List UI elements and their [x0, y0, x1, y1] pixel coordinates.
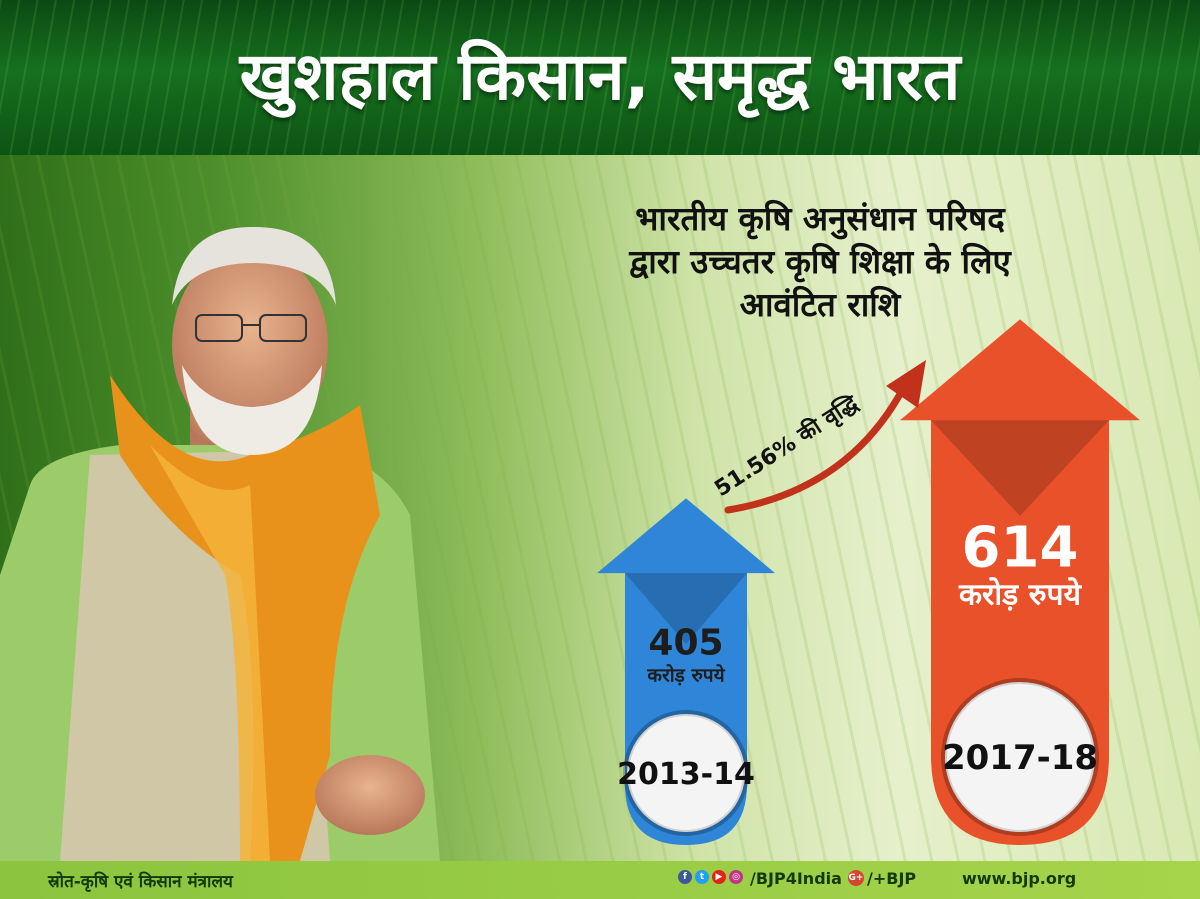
header-banner: खुशहाल किसान, समृद्ध भारत [0, 0, 1200, 155]
tick-label-2013-14: 2013-14 [617, 757, 755, 792]
value-label: 405 [648, 622, 723, 663]
footer-bar: स्रोत-कृषि एवं किसान मंत्रालय f t ▶ ◎ /B… [0, 861, 1200, 899]
website-link[interactable]: www.bjp.org [962, 869, 1077, 888]
chart-subtitle: भारतीय कृषि अनुसंधान परिषद द्वारा उच्चतर… [560, 197, 1080, 326]
tick-label-2017-18: 2017-18 [942, 738, 1098, 778]
wheat-texture [0, 0, 1200, 155]
unit-label: करोड़ रुपये [646, 663, 725, 686]
year-circle [945, 682, 1095, 832]
google-plus-icon[interactable]: G+ [848, 870, 864, 886]
subtitle-line-2: द्वारा उच्चतर कृषि शिक्षा के लिए [629, 242, 1011, 281]
instagram-icon[interactable]: ◎ [729, 870, 743, 884]
arrow-chevron-shade [625, 573, 747, 645]
arrow-chevron-shade [931, 420, 1109, 516]
youtube-icon[interactable]: ▶ [712, 870, 726, 884]
growth-annotation: 51.56% की वृद्धि [709, 389, 864, 503]
gplus-handle[interactable]: /+BJP [867, 869, 917, 888]
growth-arrowhead [886, 360, 926, 408]
twitter-icon[interactable]: t [695, 870, 709, 884]
growth-arrow [724, 381, 909, 514]
subtitle-line-3: आवंटित राशि [739, 285, 901, 324]
headline: खुशहाल किसान, समृद्ध भारत [239, 38, 961, 115]
unit-label: करोड़ रुपये [958, 576, 1083, 612]
source-text: स्रोत-कृषि एवं किसान मंत्रालय [48, 872, 233, 892]
person-illustration [0, 226, 440, 861]
social-handle[interactable]: /BJP4India [750, 869, 842, 888]
year-circle [627, 714, 745, 832]
subtitle-line-1: भारतीय कृषि अनुसंधान परिषद [635, 199, 1005, 238]
value-label: 614 [962, 515, 1079, 580]
main-scene: भारतीय कृषि अनुसंधान परिषद द्वारा उच्चतर… [0, 155, 1200, 861]
facebook-icon[interactable]: f [678, 870, 692, 884]
social-icons: f t ▶ ◎ [678, 870, 743, 884]
